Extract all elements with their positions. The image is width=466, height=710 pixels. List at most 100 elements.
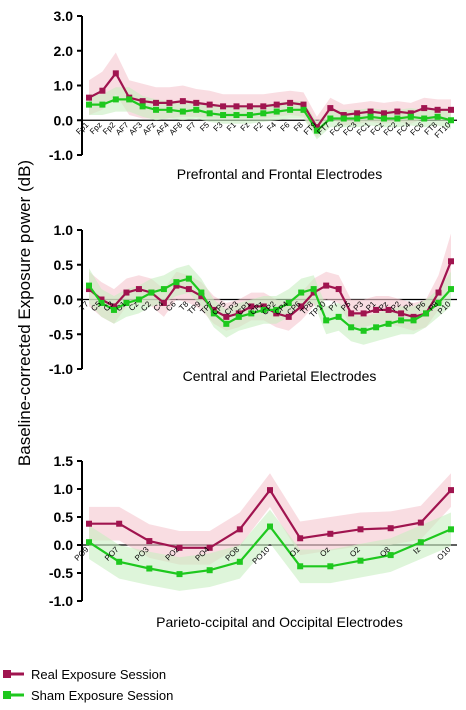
real-data-point	[116, 520, 123, 527]
real-data-point	[448, 487, 454, 494]
real-data-point	[448, 106, 454, 113]
real-data-point	[248, 303, 255, 310]
real-data-point	[173, 282, 180, 289]
electrode-tick-label: Fpz	[88, 120, 104, 136]
y-tick-label: 2.0	[54, 43, 74, 59]
real-data-point	[210, 306, 217, 313]
sham-data-point	[367, 113, 374, 120]
sham-data-point	[423, 310, 430, 317]
real-data-point	[153, 99, 160, 106]
sham-data-point	[373, 324, 380, 331]
sham-data-point	[235, 313, 242, 320]
sham-data-point	[327, 563, 334, 570]
sham-data-point	[340, 115, 347, 122]
electrode-tick-label: F6	[279, 120, 292, 133]
real-data-point	[206, 101, 213, 108]
real-data-point	[86, 286, 92, 293]
real-confidence-band	[89, 473, 451, 565]
real-data-point	[417, 519, 424, 526]
real-data-point	[146, 538, 153, 545]
panel-title: Parieto-ccipital and Occipital Electrode…	[156, 614, 403, 630]
chart-panels: 3.02.01.00.0-1.0Fp1FpzFp2AF7AF3AFzAF4AF8…	[49, 8, 457, 630]
sham-data-point	[233, 112, 240, 119]
sham-data-point	[273, 108, 280, 115]
real-data-point	[327, 105, 334, 112]
sham-legend-marker	[3, 691, 11, 699]
real-data-point	[380, 110, 387, 117]
real-data-point	[236, 526, 243, 533]
y-tick-label: -0.5	[49, 326, 73, 342]
sham-data-point	[139, 103, 146, 110]
real-data-point	[373, 306, 380, 313]
y-tick-label: 1.0	[54, 481, 74, 497]
real-data-point	[434, 106, 441, 113]
real-data-point	[206, 544, 213, 551]
y-tick-label: 0.0	[54, 112, 74, 128]
y-tick-label: 0.5	[54, 257, 74, 273]
sham-data-point	[126, 96, 133, 103]
sham-data-point	[112, 96, 119, 103]
sham-data-point	[297, 563, 304, 570]
real-data-point	[267, 487, 273, 494]
y-tick-label: -1.0	[49, 593, 73, 609]
real-data-point	[123, 289, 130, 296]
y-tick-label: 0.5	[54, 509, 74, 525]
real-data-point	[407, 110, 414, 117]
sham-data-point	[135, 296, 142, 303]
sham-data-point	[173, 279, 180, 286]
sham-data-point	[246, 112, 253, 119]
y-tick-label: 1.5	[54, 453, 74, 469]
sham-data-point	[417, 539, 424, 546]
sham-data-point	[179, 108, 186, 115]
sham-data-point	[260, 306, 267, 313]
sham-data-point	[220, 112, 227, 119]
chart-panel-1: 3.02.01.00.0-1.0Fp1FpzFp2AF7AF3AFzAF4AF8…	[49, 8, 457, 182]
real-data-point	[193, 99, 200, 106]
electrode-tick-label: F4	[265, 120, 278, 133]
real-data-point	[357, 526, 364, 533]
sham-data-point	[86, 101, 92, 108]
sham-data-point	[99, 101, 106, 108]
sham-data-point	[298, 289, 305, 296]
real-data-point	[448, 258, 454, 265]
real-data-point	[348, 310, 355, 317]
sham-data-point	[267, 523, 273, 530]
sham-data-point	[236, 558, 243, 565]
sham-data-point	[310, 286, 317, 293]
real-data-point	[166, 99, 173, 106]
sham-data-point	[380, 115, 387, 122]
real-data-point	[354, 110, 361, 117]
sham-data-point	[300, 106, 307, 113]
real-data-point	[135, 286, 142, 293]
real-series-line	[88, 71, 451, 130]
sham-data-point	[116, 558, 123, 565]
sham-data-point	[166, 106, 173, 113]
real-data-point	[220, 103, 227, 110]
sham-data-point	[448, 117, 454, 124]
sham-data-point	[407, 113, 414, 120]
sham-data-point	[206, 110, 213, 117]
sham-data-point	[146, 565, 153, 572]
real-data-point	[235, 310, 242, 317]
panel-title: Central and Parietal Electrodes	[183, 368, 377, 384]
real-data-point	[285, 313, 292, 320]
real-data-point	[340, 112, 347, 119]
real-data-point	[297, 535, 304, 542]
real-data-point	[112, 70, 119, 77]
y-tick-label: 3.0	[54, 8, 74, 24]
real-data-point	[198, 293, 205, 300]
sham-series-line	[89, 98, 452, 133]
sham-data-point	[123, 299, 130, 306]
sham-data-point	[434, 113, 441, 120]
real-data-point	[394, 108, 401, 115]
y-tick-label: -0.5	[49, 565, 73, 581]
real-data-point	[260, 103, 267, 110]
sham-data-point	[210, 310, 217, 317]
sham-data-point	[448, 526, 454, 533]
sham-data-point	[360, 327, 367, 334]
real-data-point	[310, 289, 317, 296]
real-data-point	[223, 313, 230, 320]
real-data-point	[179, 98, 186, 105]
